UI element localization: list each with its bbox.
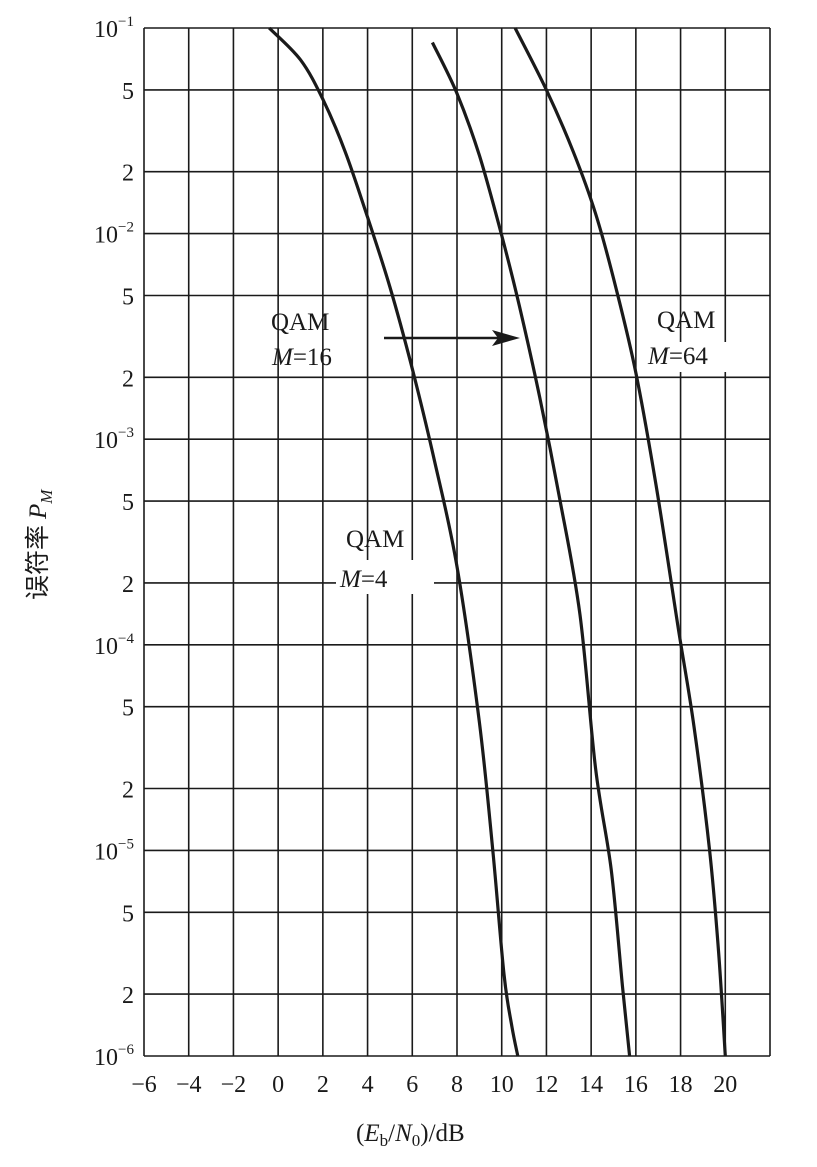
- x-tick-label: 6: [406, 1072, 418, 1098]
- x-tick-label: 0: [272, 1072, 284, 1098]
- y-tick-label: 10−6: [94, 1042, 134, 1071]
- series-line-2: [430, 41, 632, 1057]
- y-tick-label: 5: [122, 284, 134, 310]
- x-tick-labels: −6 −4 −2 0 2 4 6 8 10 12 14 16 18 20: [131, 1072, 737, 1098]
- x-tick-label: 4: [362, 1072, 374, 1098]
- y-tick-label: 2: [122, 983, 134, 1009]
- y-tick-label: 5: [122, 79, 134, 105]
- y-tick-label: 10−5: [94, 836, 134, 865]
- annotation-qam-m64-title: QAM: [657, 307, 715, 334]
- x-tick-label: −4: [176, 1072, 202, 1098]
- y-tick-label: 10−2: [94, 220, 134, 249]
- y-tick-label: 5: [122, 901, 134, 927]
- plot-grid: [143, 27, 771, 1057]
- annotation-qam-m4: QAM M=4: [336, 526, 434, 594]
- series-line-3: [513, 27, 727, 1057]
- x-tick-label: −6: [131, 1072, 157, 1098]
- x-tick-label: 8: [451, 1072, 463, 1098]
- annotation-qam-m16: QAM M=16: [271, 309, 520, 371]
- y-tick-label: 2: [122, 572, 134, 598]
- y-tick-label: 2: [122, 366, 134, 392]
- y-tick-label: 10−1: [94, 14, 134, 43]
- y-tick-label: 5: [122, 490, 134, 516]
- y-tick-label: 10−3: [94, 425, 134, 454]
- x-tick-label: 20: [713, 1072, 737, 1098]
- x-tick-label: 2: [317, 1072, 329, 1098]
- x-tick-label: 18: [669, 1072, 693, 1098]
- annotation-qam-m4-order: M=4: [339, 566, 388, 593]
- y-tick-labels: 10−1 5 2 10−2 5 2 10−3 5 2 10−4 5 2 10−5 5 2 10−6: [94, 14, 134, 1071]
- annotation-qam-m16-order: M=16: [271, 344, 332, 371]
- x-tick-label: 16: [624, 1072, 648, 1098]
- annotation-qam-m16-title: QAM: [271, 309, 329, 336]
- y-tick-label: 2: [122, 161, 134, 187]
- annotation-qam-m4-title: QAM: [346, 526, 404, 553]
- y-tick-label: 2: [122, 778, 134, 804]
- x-tick-label: 14: [579, 1072, 603, 1098]
- y-tick-label: 5: [122, 696, 134, 722]
- y-tick-label: 10−4: [94, 631, 134, 660]
- x-tick-label: 10: [490, 1072, 514, 1098]
- x-axis-label: (Eb/N0)/dB: [356, 1120, 465, 1150]
- series-curves: [268, 26, 727, 1057]
- series-line-1: [268, 26, 520, 1057]
- annotation-qam-m64-order: M=64: [647, 343, 708, 370]
- y-axis-label: 误符率PM: [23, 489, 56, 600]
- x-tick-label: −2: [221, 1072, 247, 1098]
- x-tick-label: 12: [534, 1072, 558, 1098]
- annotation-qam-m64: QAM M=64: [643, 307, 733, 372]
- shift-arrow: [384, 330, 520, 346]
